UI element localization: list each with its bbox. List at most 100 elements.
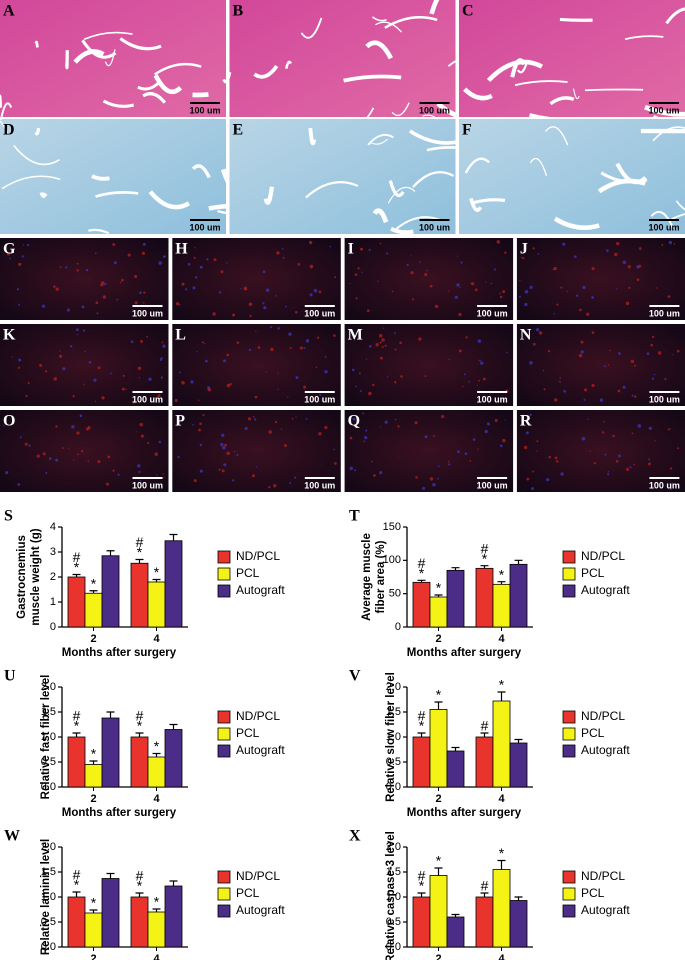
legend-label: ND/PCL (236, 869, 280, 883)
significance-mark: # (136, 534, 144, 550)
tissue-gap (375, 21, 403, 33)
tissue-gap (191, 164, 211, 179)
stain-dot (494, 419, 498, 423)
scale-label: 100 um (304, 308, 335, 318)
stain-dot (622, 385, 626, 389)
stain-dot (247, 417, 252, 421)
legend-swatch (217, 887, 231, 901)
tissue-gap (650, 210, 675, 230)
bar (164, 540, 183, 628)
scale-label: 100 um (649, 394, 680, 404)
significance-mark: * (137, 544, 143, 560)
stain-dot (62, 447, 64, 449)
tissue-gap (83, 31, 133, 40)
stain-dot (480, 361, 484, 365)
bar (130, 896, 149, 948)
stain-dot (628, 286, 631, 289)
y-axis-label: Average muscle (361, 533, 373, 621)
scale-label: 100 um (304, 480, 335, 490)
stain-dot (419, 261, 421, 263)
y-axis-label: Relative laminin level (40, 839, 52, 955)
bar (509, 742, 528, 788)
tissue-gap (300, 17, 323, 39)
stain-dot (156, 474, 158, 476)
significance-mark: * (74, 718, 80, 734)
stain-dot (299, 346, 303, 350)
stain-dot (220, 442, 224, 447)
stain-dot (223, 359, 226, 363)
stain-dot (364, 436, 368, 440)
error-bar (106, 711, 115, 718)
stain-dot (44, 370, 48, 373)
stain-dot (448, 290, 450, 292)
stain-dot (606, 249, 609, 252)
stain-dot (192, 424, 194, 426)
stain-dot (87, 426, 91, 430)
stain-dot (130, 340, 134, 344)
legend-swatch (217, 567, 231, 581)
stain-dot (218, 291, 222, 294)
stain-dot (142, 301, 145, 304)
stain-dot (524, 302, 528, 307)
tissue-gap (1, 175, 61, 190)
stain-dot (490, 282, 493, 285)
tissue-gap (34, 40, 39, 48)
tissue-gap (102, 99, 135, 108)
tissue-gap (308, 127, 317, 146)
stain-dot (305, 417, 308, 420)
stain-dot (368, 344, 372, 348)
stain-dot (199, 469, 203, 473)
error-bar (451, 567, 460, 571)
stain-dot (608, 349, 611, 352)
significance-mark: * (137, 718, 143, 734)
y-tick-label: 1.5 (41, 866, 56, 878)
panel-label: H (175, 241, 188, 258)
error-bar (169, 880, 178, 886)
error-bar (434, 867, 443, 876)
stain-dot (318, 290, 322, 294)
bar (147, 911, 166, 948)
stain-dot (220, 270, 224, 274)
error-bar (514, 559, 523, 565)
stain-dot (668, 483, 671, 486)
stain-dot (485, 281, 487, 283)
error-bar (152, 752, 161, 757)
stain-dot (456, 255, 459, 257)
stain-dot (121, 387, 125, 391)
significance-mark: # (136, 708, 144, 724)
stain-dot (604, 365, 606, 368)
stain-dot (81, 450, 84, 453)
significance-mark: # (136, 868, 144, 884)
stain-dot (630, 359, 635, 364)
stain-dot (16, 288, 19, 291)
stain-dot (193, 256, 196, 259)
stain-dot (502, 438, 506, 443)
bar (84, 764, 103, 788)
stain-dot (631, 432, 634, 435)
scale-label: 100 um (477, 308, 508, 318)
stain-dot (132, 400, 136, 404)
stain-dot (212, 312, 216, 316)
panel-label: E (233, 122, 244, 139)
y-tick-label: 1.5 (41, 706, 56, 718)
tissue-gap (391, 102, 410, 117)
stain-dot (97, 366, 101, 370)
stain-dot (75, 328, 79, 332)
stain-dot (102, 295, 107, 299)
tissue-gap (371, 16, 387, 22)
stain-dot (288, 332, 292, 336)
stain-dot (429, 284, 433, 288)
stain-dot (36, 454, 40, 458)
tissue-gap (671, 213, 685, 220)
stain-dot (303, 385, 306, 389)
stain-dot (458, 312, 462, 317)
bar (475, 736, 494, 788)
stain-dot (629, 466, 632, 469)
stain-dot (415, 476, 418, 479)
x-axis-label: Months after surgery (407, 807, 522, 819)
y-tick-label: 0.5 (386, 916, 401, 928)
stain-dot (448, 358, 451, 361)
stain-dot (199, 265, 203, 269)
stain-dot (375, 343, 379, 347)
stain-dot (138, 470, 141, 474)
